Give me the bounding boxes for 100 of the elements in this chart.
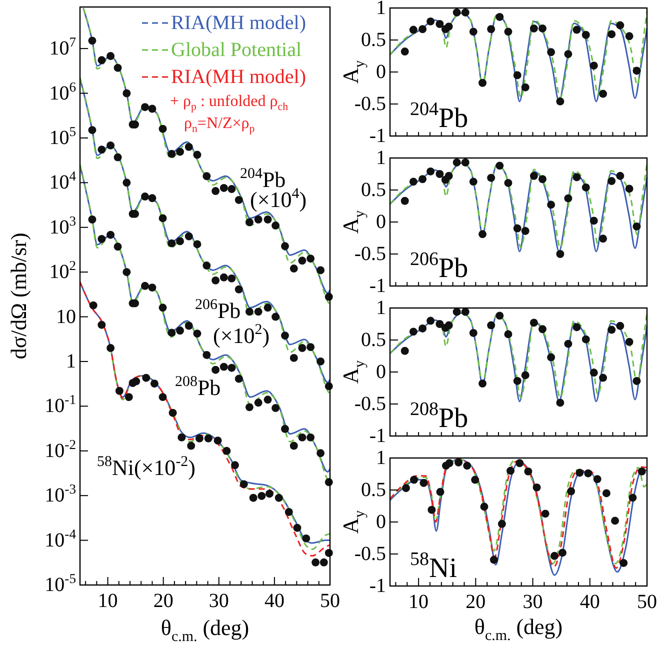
point <box>258 492 266 500</box>
point <box>558 548 566 557</box>
point <box>298 344 306 352</box>
point <box>480 502 488 511</box>
point <box>220 184 228 192</box>
point <box>616 322 624 330</box>
legend-label: Global Potential <box>171 39 302 61</box>
point <box>521 83 530 92</box>
point <box>616 21 624 30</box>
point <box>98 146 106 154</box>
point <box>212 187 220 196</box>
point <box>487 25 496 34</box>
point <box>409 26 418 34</box>
point <box>564 194 572 202</box>
point <box>461 308 470 316</box>
point <box>524 467 532 476</box>
point <box>98 234 106 243</box>
point <box>584 469 592 478</box>
point <box>114 153 122 162</box>
annotation: $^{58}$Ni(×10$^{-2}$) <box>97 454 196 480</box>
y-tick-label: 0 <box>376 361 386 383</box>
point <box>402 484 410 492</box>
x-tick-label: 50 <box>637 591 657 613</box>
point <box>454 458 463 466</box>
point <box>436 320 444 328</box>
point <box>513 376 522 385</box>
x-tick-label: 20 <box>153 590 174 612</box>
point <box>556 250 564 258</box>
point <box>176 148 184 156</box>
point <box>541 510 550 518</box>
point <box>316 449 325 458</box>
y-tick-label: 0.5 <box>361 329 386 351</box>
y-tick-label: 10$^{7}$ <box>49 34 76 60</box>
y-tick-label: -0.5 <box>354 93 386 115</box>
point <box>426 17 435 26</box>
point <box>114 64 122 72</box>
point <box>220 273 228 282</box>
y-tick-label: -1 <box>369 575 386 597</box>
y-tick-label: 10$^{5}$ <box>49 124 76 149</box>
point <box>616 172 624 180</box>
x-tick-label: 30 <box>208 590 229 612</box>
annotation: $^{204}$Pb <box>410 99 468 134</box>
point <box>193 330 202 338</box>
point <box>265 490 274 498</box>
y-tick-label: 0 <box>376 211 386 233</box>
point <box>608 177 616 186</box>
point <box>582 30 590 39</box>
y-tick-label: -0.5 <box>354 543 386 565</box>
point <box>496 162 504 170</box>
point <box>504 28 512 36</box>
point <box>469 28 478 36</box>
point <box>611 516 620 525</box>
point <box>202 262 211 270</box>
point <box>547 200 556 209</box>
point <box>409 328 418 336</box>
point <box>306 433 315 442</box>
point <box>632 376 641 385</box>
point <box>599 374 608 382</box>
point <box>567 487 576 496</box>
legend-label: RIA(MH model) <box>171 12 306 34</box>
point <box>193 240 202 248</box>
y-tick-label: 10$^{6}$ <box>49 78 76 104</box>
point <box>521 226 530 235</box>
point <box>444 172 453 180</box>
point <box>513 224 522 232</box>
point <box>547 353 556 362</box>
annotation: ρ$_{n}$=N/Z×ρ$_{p}$ <box>184 115 256 135</box>
annotation: $^{208}$Pb <box>175 374 221 400</box>
point <box>625 32 634 40</box>
point <box>471 476 480 484</box>
point <box>212 366 220 374</box>
point <box>478 230 487 238</box>
point <box>158 214 167 222</box>
point <box>195 434 204 442</box>
y-tick-label: 10$^{-3}$ <box>44 481 76 507</box>
point <box>590 216 598 225</box>
x-axis-title: θ$_{c.m.}$ (deg) <box>474 614 563 644</box>
point <box>513 71 522 80</box>
y-tick-label: 10 <box>56 306 76 328</box>
y-tick-label: 10$^{-4}$ <box>44 526 76 552</box>
point <box>444 22 453 31</box>
point <box>141 192 149 200</box>
point <box>306 254 315 263</box>
point <box>231 461 239 470</box>
point <box>418 324 427 332</box>
point <box>272 222 280 230</box>
y-tick-label: 0.5 <box>361 179 386 201</box>
point <box>106 230 115 239</box>
point <box>564 50 572 58</box>
point <box>538 175 546 184</box>
point <box>452 8 461 16</box>
point <box>306 343 315 352</box>
point <box>148 284 156 292</box>
point <box>506 466 514 475</box>
annotation: $^{208}$Pb <box>410 399 468 434</box>
point <box>530 24 538 32</box>
point <box>418 25 427 34</box>
point <box>504 178 512 187</box>
point <box>556 97 564 106</box>
point <box>115 386 124 395</box>
